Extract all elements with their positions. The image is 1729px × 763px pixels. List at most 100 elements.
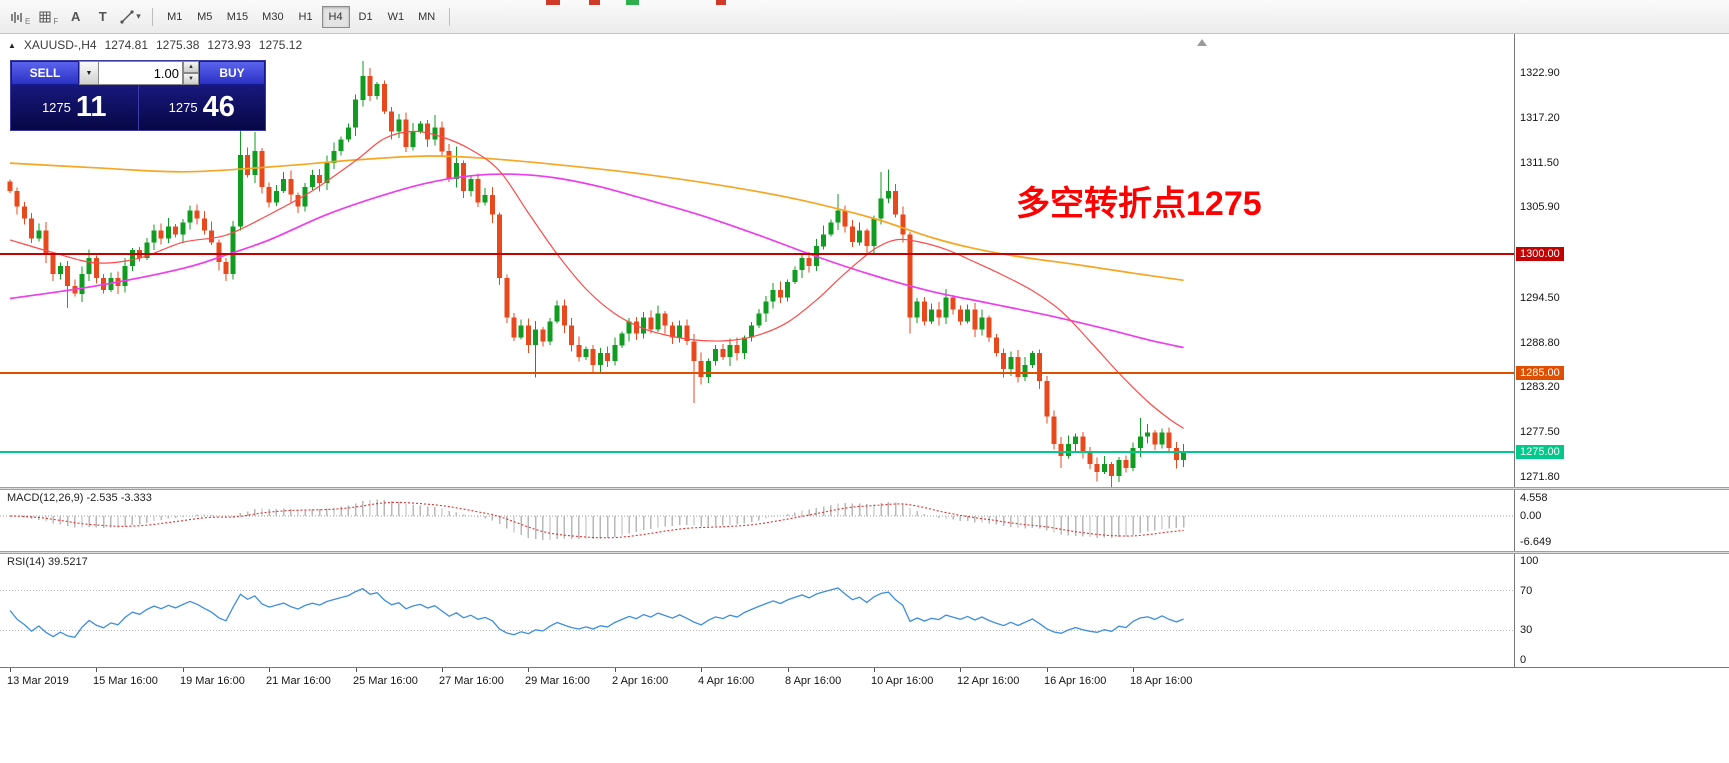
time-axis-label: 10 Apr 16:00 — [871, 675, 934, 687]
price-axis-label: 1288.80 — [1520, 337, 1560, 349]
rsi-chart — [0, 587, 1514, 639]
buy-price-big: 46 — [202, 91, 235, 123]
high-value: 1275.38 — [156, 38, 200, 52]
price-level-badge: 1285.00 — [1516, 366, 1564, 380]
tool-sub-label: F — [53, 16, 59, 26]
time-axis-label: 4 Apr 16:00 — [698, 675, 755, 687]
timeframe-h1-button[interactable]: H1 — [292, 6, 320, 28]
time-axis[interactable]: 13 Mar 2019 15 Mar 16:00 19 Mar 16:00 21 Ma… — [0, 667, 1729, 763]
macd-axis-label: 4.558 — [1520, 492, 1548, 504]
candlestick-chart[interactable] — [0, 34, 1514, 487]
trade-controls-row: SELL ▼ ▲ ▼ BUY — [11, 61, 265, 85]
volume-input[interactable] — [99, 61, 183, 85]
chart-annotation-text[interactable]: 多空转折点1275 — [1016, 185, 1262, 223]
bar-chart-tool-button[interactable]: E — [6, 5, 34, 29]
macd-axis-label: -6.649 — [1520, 536, 1552, 548]
price-axis-label: 1271.80 — [1520, 471, 1560, 483]
sell-button[interactable]: SELL — [11, 61, 79, 85]
time-axis-label: 15 Mar 16:00 — [93, 675, 158, 687]
time-axis-tick — [701, 668, 702, 672]
timeframe-m30-button[interactable]: M30 — [256, 6, 289, 28]
time-axis-label: 25 Mar 16:00 — [353, 675, 418, 687]
macd-panel[interactable]: MACD(12,26,9) -2.535 -3.333 — [0, 490, 1514, 551]
dropdown-caret-icon: ▾ — [136, 11, 141, 21]
rsi-label: RSI(14) 39.5217 — [7, 556, 88, 568]
price-axis-label: 1317.20 — [1520, 112, 1560, 124]
time-axis-label: 13 Mar 2019 — [7, 675, 69, 687]
timeframe-w1-button[interactable]: W1 — [382, 6, 411, 28]
dropdown-arrow-icon: ▼ — [85, 69, 93, 77]
symbol-ohlc-header: ▲ XAUUSD-,H4 1274.81 1275.38 1273.93 127… — [8, 38, 302, 52]
price-axis-label: 1322.90 — [1520, 67, 1560, 79]
timeframe-h4-button[interactable]: H4 — [321, 5, 350, 28]
price-axis[interactable]: 1322.90 1317.20 1311.50 1305.90 1294.50 1288.… — [1514, 34, 1729, 667]
trendline-icon — [120, 9, 134, 24]
price-axis-label: 1305.90 — [1520, 201, 1560, 213]
macd-axis-label: 0.00 — [1520, 510, 1542, 522]
clipped-toolbar-mark — [626, 0, 639, 5]
price-axis-label: 1311.50 — [1520, 157, 1559, 169]
volume-dropdown-button[interactable]: ▼ — [79, 61, 99, 85]
panel-divider[interactable] — [0, 487, 1729, 490]
symbol-arrow-icon: ▲ — [8, 40, 16, 50]
price-axis-label: 1283.20 — [1520, 381, 1560, 393]
sell-price-big: 11 — [75, 91, 107, 123]
timeframe-d1-button[interactable]: D1 — [352, 6, 380, 28]
rsi-axis-label: 100 — [1520, 555, 1539, 567]
volume-down-button[interactable]: ▼ — [183, 73, 199, 85]
time-axis-tick — [615, 668, 616, 672]
trade-prices-row: 1275 11 1275 46 — [11, 85, 265, 130]
price-level-badge: 1300.00 — [1516, 247, 1564, 261]
volume-up-button[interactable]: ▲ — [183, 61, 199, 73]
time-axis-tick — [269, 668, 270, 672]
toolbar-separator — [151, 7, 153, 26]
time-axis-tick — [528, 668, 529, 672]
time-axis-label: 29 Mar 16:00 — [525, 675, 590, 687]
timeframe-group: M1 M5 M15 M30 H1 H4 D1 W1 MN — [160, 5, 442, 28]
text-label-tool-button[interactable]: A — [62, 5, 89, 29]
rsi-axis-label: 0 — [1520, 654, 1527, 666]
panel-divider[interactable] — [0, 551, 1729, 554]
timeframe-m1-button[interactable]: M1 — [161, 6, 189, 28]
rsi-panel[interactable]: RSI(14) 39.5217 — [0, 554, 1514, 667]
buy-button[interactable]: BUY — [199, 61, 265, 85]
time-axis-label: 2 Apr 16:00 — [612, 675, 669, 687]
text-box-tool-button[interactable]: T — [89, 5, 116, 29]
toolbar-tools-group: E F A T ▾ — [6, 5, 145, 29]
text-label-tool-icon: A — [71, 9, 81, 24]
time-axis-label: 18 Apr 16:00 — [1130, 675, 1193, 687]
sell-price-display: 1275 11 — [11, 85, 139, 130]
price-level-badge: 1275.00 — [1516, 445, 1564, 459]
symbol-label: XAUUSD-,H4 — [23, 38, 97, 52]
grid-tool-button[interactable]: F — [34, 5, 62, 29]
time-axis-tick — [1047, 668, 1048, 672]
time-axis-label: 19 Mar 16:00 — [180, 675, 245, 687]
time-axis-tick — [1133, 668, 1134, 672]
time-axis-label: 21 Mar 16:00 — [266, 675, 331, 687]
tool-sub-label: E — [25, 16, 31, 26]
clipped-toolbar-mark — [716, 0, 726, 5]
time-axis-tick — [788, 668, 789, 672]
time-axis-tick — [356, 668, 357, 672]
time-axis-tick — [10, 668, 11, 672]
close-value: 1275.12 — [258, 38, 303, 52]
main-chart-panel[interactable]: ▲ XAUUSD-,H4 1274.81 1275.38 1273.93 127… — [0, 34, 1514, 487]
open-value: 1274.81 — [104, 38, 148, 52]
time-axis-tick — [183, 668, 184, 672]
text-box-tool-icon: T — [98, 9, 107, 24]
price-axis-label: 1277.50 — [1520, 426, 1560, 438]
time-axis-tick — [442, 668, 443, 672]
timeframe-mn-button[interactable]: MN — [412, 6, 441, 28]
low-value: 1273.93 — [207, 38, 251, 52]
clipped-toolbar-mark — [589, 0, 600, 5]
macd-label: MACD(12,26,9) -2.535 -3.333 — [7, 492, 152, 504]
toolbar-separator — [449, 7, 451, 26]
one-click-trading-panel: SELL ▼ ▲ ▼ BUY 1275 11 1275 46 — [10, 60, 266, 131]
toolbar: E F A T ▾ M1 M5 M15 M30 H1 H4 D1 W1 MN — [0, 0, 1729, 34]
timeframe-m5-button[interactable]: M5 — [191, 6, 219, 28]
crosshair-draw-tool-button[interactable]: ▾ — [116, 5, 145, 29]
timeframe-m15-button[interactable]: M15 — [221, 6, 254, 28]
sell-price-small: 1275 — [41, 100, 71, 115]
time-axis-tick — [874, 668, 875, 672]
